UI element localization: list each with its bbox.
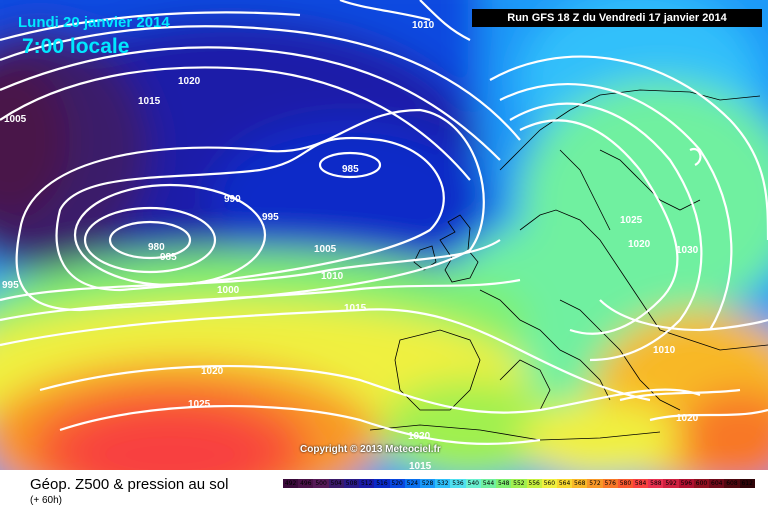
color-scale-swatch xyxy=(602,479,618,488)
isobar-label: 980 xyxy=(148,242,165,253)
color-scale-label: 580 xyxy=(619,480,632,487)
color-scale-swatch xyxy=(480,479,497,488)
color-scale-label: 496 xyxy=(300,480,312,487)
color-scale-swatch xyxy=(617,479,634,488)
isobar-label: 1030 xyxy=(676,245,699,256)
isobar-label: 1010 xyxy=(321,271,344,282)
isobar-label: 990 xyxy=(224,194,241,205)
coastlines xyxy=(369,89,768,441)
color-scale-swatch xyxy=(343,479,360,488)
color-scale-label: 548 xyxy=(497,480,510,487)
color-scale-label: 608 xyxy=(726,480,738,487)
isobar-label: 1015 xyxy=(138,96,161,107)
isobar-label: 1025 xyxy=(620,215,643,226)
color-scale-swatch xyxy=(465,479,481,488)
color-scale-swatch xyxy=(374,479,390,488)
color-scale-swatch xyxy=(419,479,436,488)
isobar-label: 1010 xyxy=(412,20,435,31)
color-scale-label: 524 xyxy=(406,480,419,487)
color-scale-swatch xyxy=(648,479,664,488)
color-scale-swatch xyxy=(511,479,527,488)
color-scale-swatch xyxy=(556,479,573,488)
color-scale-swatch xyxy=(572,479,588,488)
color-scale-swatch xyxy=(541,479,557,488)
geopotential-field xyxy=(0,0,768,470)
isobar-label: 1005 xyxy=(314,244,337,255)
color-scale-label: 572 xyxy=(589,480,601,487)
color-scale-swatch xyxy=(724,479,740,488)
color-scale-label: 536 xyxy=(452,480,464,487)
color-scale-swatch xyxy=(450,479,466,488)
color-scale-label: 528 xyxy=(421,480,434,487)
isobar-label: 1020 xyxy=(628,239,651,250)
color-scale-swatch xyxy=(359,479,375,488)
color-scale-label: 576 xyxy=(604,480,616,487)
color-scale-label: 584 xyxy=(634,480,647,487)
color-scale-swatch xyxy=(663,479,679,488)
color-scale-label: 520 xyxy=(391,480,403,487)
legend-footer xyxy=(0,470,768,512)
pressure-map: 1010 1005 1020 1015 985 990 995 980 985 … xyxy=(0,0,768,470)
color-scale-label: 600 xyxy=(695,480,708,487)
color-scale-label: 552 xyxy=(513,480,525,487)
isobar-label: 995 xyxy=(262,212,279,223)
color-scale-swatch xyxy=(587,479,603,488)
color-scale-swatch xyxy=(389,479,405,488)
isobar-label: 995 xyxy=(2,280,19,291)
isobar-label: 1025 xyxy=(188,399,211,410)
color-scale-labels: 492 496 500 504 508 512 516 520 524 528 532 536 540 5… xyxy=(283,480,755,487)
color-scale-swatch xyxy=(496,479,512,488)
isobar-label: 1015 xyxy=(409,461,432,470)
color-scale-swatch xyxy=(283,479,299,488)
isobar-labels: 1010 1005 1020 1015 985 990 995 980 985 … xyxy=(2,20,699,470)
color-scale-label: 492 xyxy=(284,480,297,487)
isobar-label: 1020 xyxy=(676,413,699,424)
color-scale-swatch xyxy=(709,479,725,488)
isobar-label: 985 xyxy=(342,164,359,175)
isobar-label: 1005 xyxy=(4,114,27,125)
isobars xyxy=(0,0,768,444)
color-scale-label: 564 xyxy=(558,480,571,487)
color-scale-swatch xyxy=(328,479,344,488)
isobar-label: 1020 xyxy=(178,76,201,87)
color-scale xyxy=(283,479,755,488)
color-scale-swatch xyxy=(678,479,694,488)
color-scale-label: 532 xyxy=(437,480,449,487)
color-scale-label: 556 xyxy=(528,480,540,487)
isobar-label: 1020 xyxy=(408,431,431,442)
color-scale-label: 612 xyxy=(741,480,753,487)
color-scale-swatch xyxy=(739,479,755,488)
color-scale-label: 512 xyxy=(360,480,373,487)
color-scale-swatch xyxy=(313,479,329,488)
color-scale-swatch xyxy=(404,479,420,488)
color-scale-swatch xyxy=(526,479,542,488)
color-scale-label: 516 xyxy=(376,480,388,487)
color-scale-label: 504 xyxy=(330,480,342,487)
color-scale-swatch xyxy=(693,479,710,488)
color-scale-label: 560 xyxy=(543,480,556,487)
color-scale-label: 540 xyxy=(467,480,479,487)
isobar-label: 985 xyxy=(160,252,177,263)
color-scale-label: 568 xyxy=(574,480,586,487)
color-scale-label: 596 xyxy=(680,480,693,487)
color-scale-swatch xyxy=(633,479,649,488)
color-scale-label: 588 xyxy=(650,480,662,487)
color-scale-label: 604 xyxy=(711,480,723,487)
color-scale-label: 544 xyxy=(482,480,495,487)
color-scale-label: 508 xyxy=(345,480,358,487)
isobar-label: 1020 xyxy=(201,366,224,377)
color-scale-label: 592 xyxy=(665,480,677,487)
color-scale-label: 500 xyxy=(315,480,327,487)
color-scale-swatch xyxy=(298,479,314,488)
isobar-label: 1015 xyxy=(344,303,367,314)
isobar-label: 1010 xyxy=(653,345,676,356)
color-scale-swatch xyxy=(435,479,451,488)
isobar-label: 1000 xyxy=(217,285,240,296)
